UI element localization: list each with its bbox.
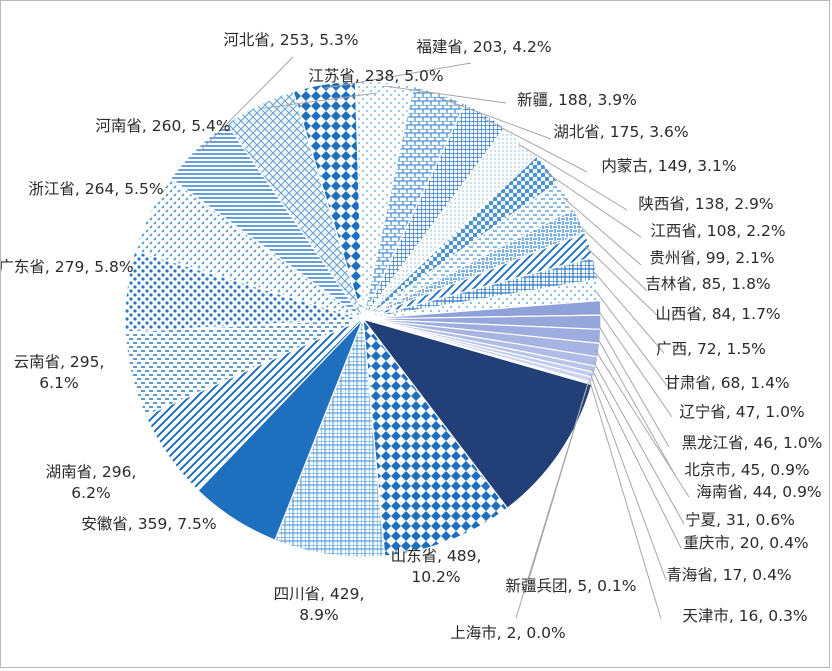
leader-line bbox=[518, 143, 628, 211]
slice-label: 陕西省, 138, 2.9% bbox=[638, 195, 773, 213]
leader-line bbox=[199, 56, 294, 153]
slice-label: 浙江省, 264, 5.5% bbox=[28, 180, 163, 198]
leader-lines bbox=[199, 56, 690, 620]
leader-line bbox=[483, 117, 588, 173]
slice-label: 新疆, 188, 3.9% bbox=[517, 91, 637, 109]
leader-line bbox=[592, 360, 685, 525]
leader-line bbox=[384, 85, 507, 104]
slice-label: 贵州省, 99, 2.1% bbox=[649, 249, 774, 267]
slice-label: 甘肃省, 68, 1.4% bbox=[664, 374, 789, 392]
pie-slice bbox=[361, 317, 593, 510]
slice-label: 河北省, 253, 5.3% bbox=[223, 31, 358, 49]
leader-line bbox=[585, 245, 662, 320]
leader-line bbox=[596, 321, 670, 448]
leader-line bbox=[562, 197, 642, 266]
leader-line bbox=[438, 97, 552, 140]
slice-label: 广西, 72, 1.5% bbox=[656, 340, 766, 358]
slice-label: 云南省, 295, 6.1% bbox=[14, 353, 105, 392]
leader-line bbox=[260, 92, 378, 110]
slice-label: 山东省, 489, 10.2% bbox=[391, 547, 482, 586]
slice-label: 湖北省, 175, 3.6% bbox=[553, 123, 688, 141]
pie-slice bbox=[362, 318, 593, 386]
slice-label: 黑龙江省, 46, 1.0% bbox=[682, 434, 823, 452]
slice-label: 四川省, 429, 8.9% bbox=[274, 585, 365, 624]
pie-slice bbox=[274, 318, 386, 558]
slice-label: 青海省, 17, 0.4% bbox=[666, 566, 791, 584]
slice-label: 重庆市, 20, 0.4% bbox=[683, 534, 808, 552]
slice-label: 内蒙古, 149, 3.1% bbox=[601, 157, 736, 175]
leader-line bbox=[544, 171, 642, 238]
slice-label: 天津市, 16, 0.3% bbox=[682, 607, 807, 625]
slice-label: 吉林省, 85, 1.8% bbox=[645, 275, 770, 293]
slice-label: 福建省, 203, 4.2% bbox=[416, 38, 551, 56]
slice-label: 新疆兵团, 5, 0.1% bbox=[506, 577, 637, 595]
leader-line bbox=[596, 307, 673, 418]
slice-label: 北京市, 45, 0.9% bbox=[684, 461, 809, 479]
slice-label: 宁夏, 31, 0.6% bbox=[685, 511, 795, 529]
slice-label: 安徽省, 359, 7.5% bbox=[81, 515, 216, 533]
pie-slice bbox=[362, 316, 509, 557]
leader-line bbox=[594, 349, 690, 498]
slice-labels: 山东省, 489, 10.2% 四川省, 429, 8.9% 安徽省, 359, 7.5… bbox=[1, 31, 822, 642]
leader-line bbox=[515, 383, 589, 619]
leader-line bbox=[575, 221, 648, 292]
leader-line bbox=[588, 378, 662, 620]
leader-line bbox=[595, 335, 676, 476]
leader-line bbox=[589, 374, 667, 581]
slice-label: 江西省, 108, 2.2% bbox=[650, 222, 785, 240]
leader-line bbox=[324, 62, 472, 89]
slice-label: 上海市, 2, 0.0% bbox=[450, 624, 565, 642]
slice-label: 辽宁省, 47, 1.0% bbox=[679, 403, 804, 421]
slice-label: 广东省, 279, 5.8% bbox=[1, 258, 134, 276]
leader-line bbox=[594, 290, 669, 388]
leader-line bbox=[591, 368, 682, 549]
slice-label: 河南省, 260, 5.4% bbox=[95, 117, 230, 135]
slice-label: 海南省, 44, 0.9% bbox=[696, 483, 821, 501]
slice-label: 江苏省, 238, 5.0% bbox=[308, 67, 443, 85]
leader-line bbox=[591, 268, 665, 354]
slice-label: 山西省, 84, 1.7% bbox=[655, 305, 780, 323]
pie-slices bbox=[124, 80, 602, 558]
slice-label: 湖南省, 296, 6.2% bbox=[46, 463, 137, 502]
